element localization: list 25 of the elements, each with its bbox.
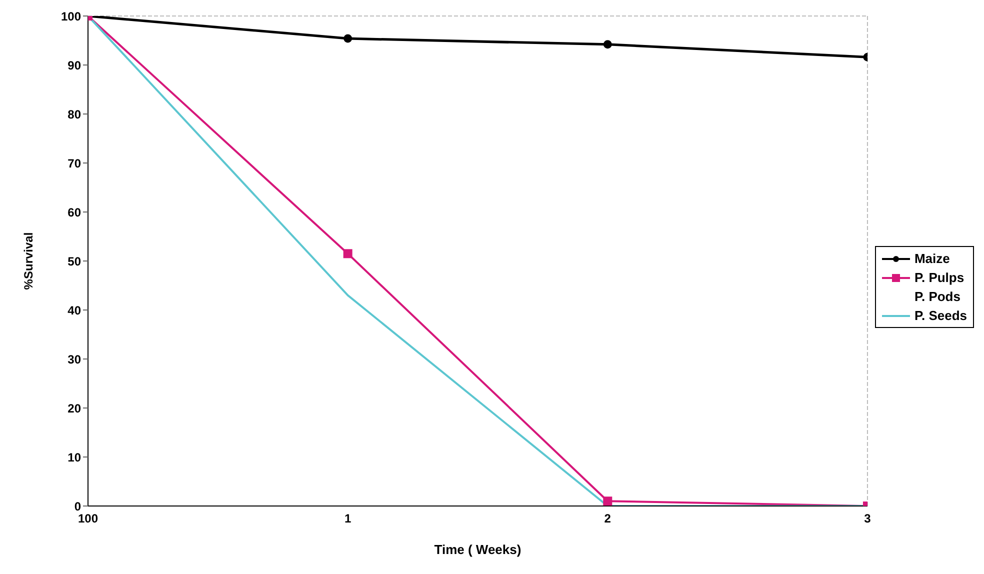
y-tick-label: 60: [68, 205, 82, 220]
point: [344, 34, 352, 43]
y-tick-label: 0: [74, 499, 82, 514]
y-tick-label: 100: [60, 9, 82, 24]
y-tick-label: 30: [68, 352, 82, 366]
x-tick-label: 2: [604, 512, 612, 526]
legend-label: P. Pulps: [914, 269, 964, 287]
point: [343, 249, 352, 258]
y-tick-label: 70: [68, 156, 82, 170]
y-tick-label: 10: [68, 450, 82, 464]
y-tick-label: 40: [68, 303, 82, 318]
y-tick-label: 50: [68, 254, 82, 268]
legend-label: Maize: [914, 250, 950, 268]
y-axis-title: %Survival: [21, 232, 36, 290]
text: P. Pods: [914, 288, 960, 306]
x-axis-title: Time ( Weeks): [434, 542, 522, 557]
x-tick-label: 1: [344, 512, 352, 526]
point: [603, 40, 612, 49]
y-tick-label: 80: [68, 107, 82, 122]
x-tick-label: 100: [78, 512, 98, 526]
legend-label: P. Seeds: [914, 307, 967, 325]
y-tick-label: 90: [68, 58, 82, 72]
y-tick-label: 20: [68, 401, 82, 416]
x-tick-label: 3: [864, 512, 872, 526]
point: [603, 496, 612, 506]
